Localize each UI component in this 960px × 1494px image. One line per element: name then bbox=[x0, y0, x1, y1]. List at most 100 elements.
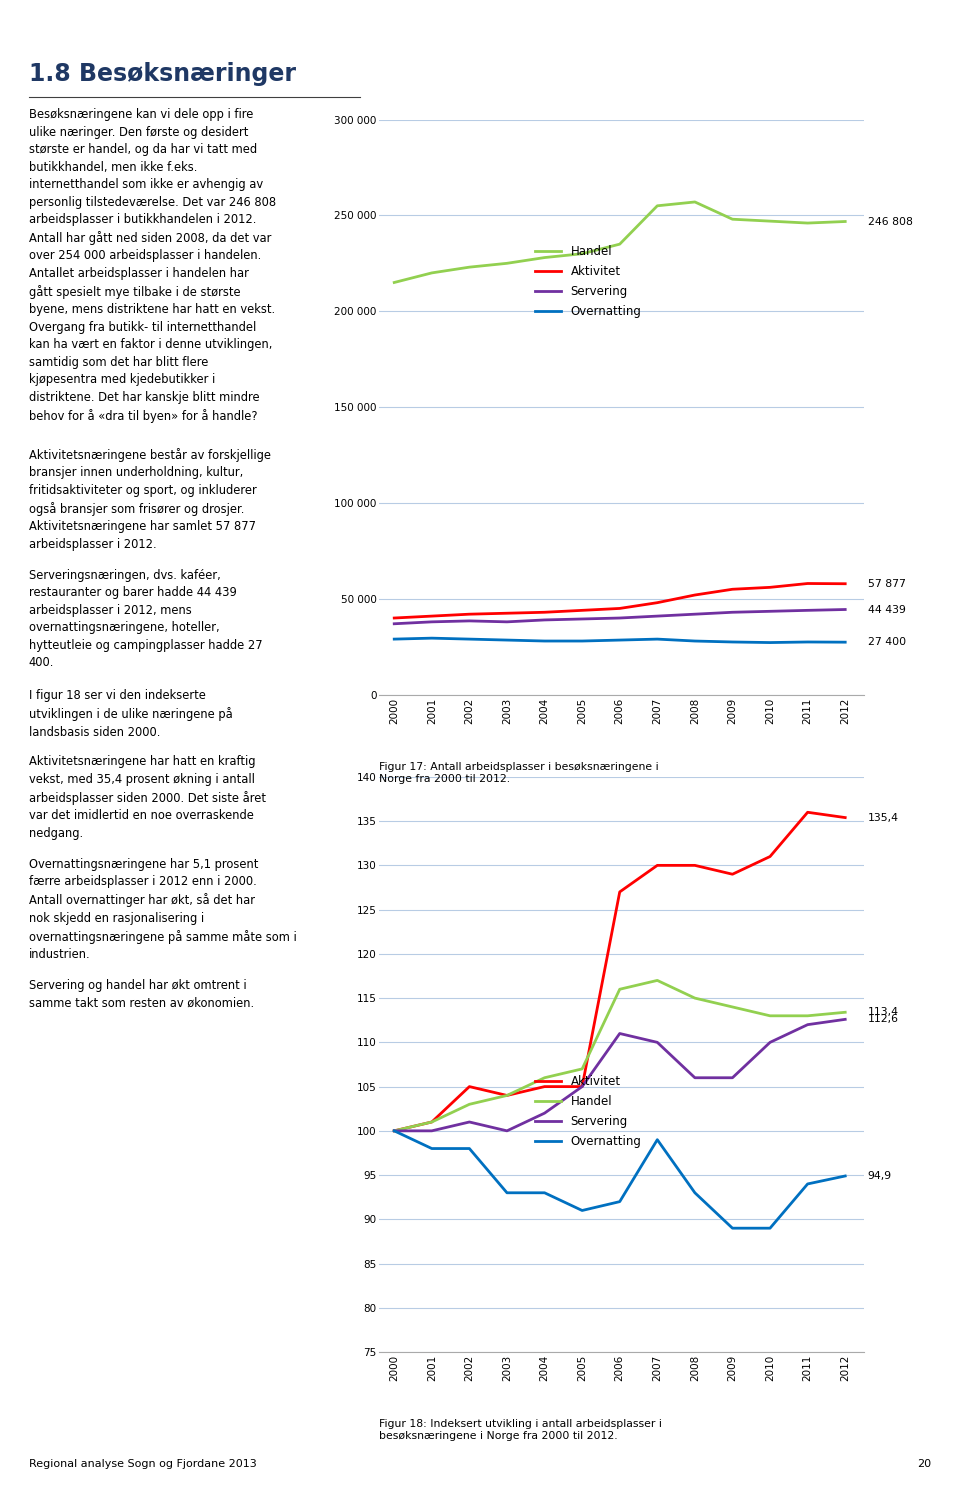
Overnatting bbox=[689, 1183, 701, 1201]
Servering bbox=[464, 613, 475, 630]
Aktivitet bbox=[689, 856, 701, 874]
Aktivitet bbox=[501, 604, 513, 622]
Text: Aktivitetsnæringene består av forskjellige
bransjer innen underholdning, kultur,: Aktivitetsnæringene består av forskjelli… bbox=[29, 448, 271, 551]
Handel bbox=[839, 1004, 851, 1022]
Handel bbox=[501, 1086, 513, 1104]
Servering bbox=[389, 1122, 400, 1140]
Handel bbox=[501, 254, 513, 272]
Overnatting bbox=[464, 1140, 475, 1158]
Handel bbox=[426, 1113, 438, 1131]
Handel bbox=[464, 258, 475, 276]
Handel bbox=[539, 1068, 550, 1086]
Overnatting bbox=[802, 633, 813, 651]
Handel bbox=[614, 980, 626, 998]
Overnatting bbox=[652, 630, 663, 648]
Servering bbox=[539, 611, 550, 629]
Servering bbox=[652, 607, 663, 624]
Servering bbox=[689, 605, 701, 623]
Handel bbox=[576, 1059, 588, 1077]
Line: Overnatting: Overnatting bbox=[395, 1131, 845, 1228]
Overnatting bbox=[576, 632, 588, 650]
Overnatting bbox=[764, 633, 776, 651]
Text: 57 877: 57 877 bbox=[868, 578, 905, 589]
Aktivitet bbox=[576, 602, 588, 620]
Aktivitet bbox=[464, 605, 475, 623]
Handel bbox=[389, 273, 400, 291]
Line: Servering: Servering bbox=[395, 1019, 845, 1131]
Overnatting bbox=[614, 630, 626, 648]
Servering bbox=[614, 1025, 626, 1043]
Text: 113,4: 113,4 bbox=[868, 1007, 899, 1017]
Text: Aktivitetsnæringene har hatt en kraftig
vekst, med 35,4 prosent økning i antall
: Aktivitetsnæringene har hatt en kraftig … bbox=[29, 756, 266, 840]
Servering bbox=[727, 604, 738, 622]
Overnatting bbox=[764, 1219, 776, 1237]
Aktivitet bbox=[539, 604, 550, 622]
Servering bbox=[576, 610, 588, 627]
Handel bbox=[727, 211, 738, 229]
Servering bbox=[614, 610, 626, 627]
Text: Besøksnæringene kan vi dele opp i fire
ulike næringer. Den første og desidert
st: Besøksnæringene kan vi dele opp i fire u… bbox=[29, 108, 276, 423]
Overnatting bbox=[727, 1219, 738, 1237]
Aktivitet bbox=[727, 580, 738, 598]
Overnatting bbox=[576, 1201, 588, 1219]
Aktivitet bbox=[652, 593, 663, 611]
Overnatting bbox=[426, 629, 438, 647]
Handel bbox=[727, 998, 738, 1016]
Handel bbox=[764, 1007, 776, 1025]
Text: 112,6: 112,6 bbox=[868, 1014, 899, 1025]
Text: Serveringsnæringen, dvs. kaféer,
restauranter og barer hadde 44 439
arbeidsplass: Serveringsnæringen, dvs. kaféer, restaur… bbox=[29, 569, 262, 669]
Servering bbox=[426, 1122, 438, 1140]
Aktivitet bbox=[389, 610, 400, 627]
Servering bbox=[764, 602, 776, 620]
Aktivitet bbox=[389, 1122, 400, 1140]
Aktivitet bbox=[802, 575, 813, 593]
Servering bbox=[802, 1016, 813, 1034]
Overnatting bbox=[389, 630, 400, 648]
Overnatting bbox=[539, 632, 550, 650]
Servering bbox=[464, 1113, 475, 1131]
Handel bbox=[802, 214, 813, 232]
Handel bbox=[689, 193, 701, 211]
Overnatting bbox=[501, 630, 513, 648]
Text: Overnattingsnæringene har 5,1 prosent
færre arbeidsplasser i 2012 enn i 2000.
An: Overnattingsnæringene har 5,1 prosent fæ… bbox=[29, 858, 297, 961]
Servering bbox=[727, 1068, 738, 1086]
Legend: Handel, Aktivitet, Servering, Overnatting: Handel, Aktivitet, Servering, Overnattin… bbox=[531, 241, 646, 323]
Text: 94,9: 94,9 bbox=[868, 1171, 892, 1180]
Aktivitet bbox=[539, 1077, 550, 1095]
Aktivitet bbox=[576, 1077, 588, 1095]
Servering bbox=[839, 1010, 851, 1028]
Aktivitet bbox=[614, 883, 626, 901]
Overnatting bbox=[689, 632, 701, 650]
Handel bbox=[576, 245, 588, 263]
Servering bbox=[802, 602, 813, 620]
Handel bbox=[764, 212, 776, 230]
Aktivitet bbox=[839, 575, 851, 593]
Servering bbox=[501, 613, 513, 630]
Servering bbox=[539, 1104, 550, 1122]
Text: 135,4: 135,4 bbox=[868, 813, 899, 823]
Overnatting bbox=[426, 1140, 438, 1158]
Aktivitet bbox=[764, 578, 776, 596]
Line: Aktivitet: Aktivitet bbox=[395, 584, 845, 619]
Overnatting bbox=[802, 1174, 813, 1192]
Aktivitet bbox=[689, 586, 701, 604]
Handel bbox=[464, 1095, 475, 1113]
Servering bbox=[764, 1034, 776, 1052]
Text: 27 400: 27 400 bbox=[868, 636, 906, 647]
Aktivitet bbox=[501, 1086, 513, 1104]
Handel bbox=[426, 264, 438, 282]
Aktivitet bbox=[802, 804, 813, 822]
Aktivitet bbox=[839, 808, 851, 826]
Text: Regional analyse Sogn og Fjordane 2013: Regional analyse Sogn og Fjordane 2013 bbox=[29, 1460, 256, 1469]
Text: I figur 18 ser vi den indekserte
utviklingen i de ulike næringene på
landsbasis : I figur 18 ser vi den indekserte utvikli… bbox=[29, 689, 232, 740]
Servering bbox=[389, 616, 400, 633]
Handel bbox=[689, 989, 701, 1007]
Aktivitet bbox=[426, 607, 438, 624]
Aktivitet bbox=[614, 599, 626, 617]
Overnatting bbox=[464, 630, 475, 648]
Handel bbox=[802, 1007, 813, 1025]
Line: Overnatting: Overnatting bbox=[395, 638, 845, 642]
Servering bbox=[576, 1077, 588, 1095]
Line: Aktivitet: Aktivitet bbox=[395, 813, 845, 1131]
Overnatting bbox=[839, 1167, 851, 1185]
